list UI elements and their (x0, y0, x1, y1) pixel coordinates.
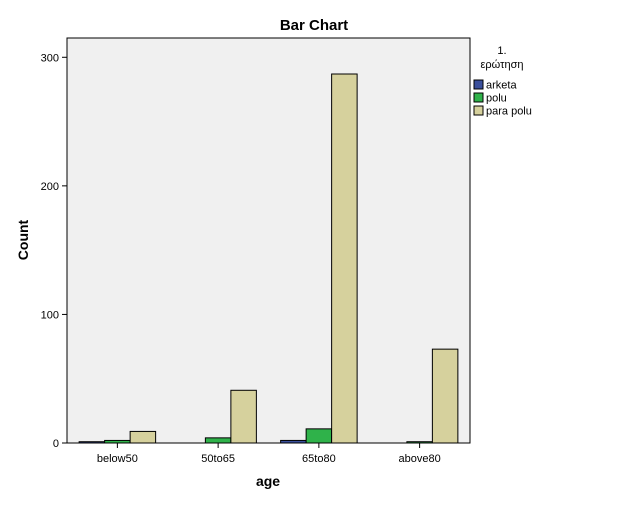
bar-above80-para-polu (431, 348, 459, 444)
legend-swatch-arketa (473, 79, 484, 90)
x-axis: below50 50to65 65to80 above80 (97, 443, 441, 465)
bar-below50-para-polu (129, 430, 157, 444)
legend-swatch-para-polu (473, 105, 484, 116)
bars-group (78, 73, 459, 444)
y-tick-label: 300 (41, 52, 59, 64)
bar-50to65-para-polu (230, 389, 257, 444)
y-tick-label: 100 (41, 309, 59, 321)
bar-above80-polu (406, 441, 433, 444)
x-tick-label-50to65: 50to65 (201, 453, 235, 465)
legend-label-arketa: arketa (486, 80, 517, 92)
bar-65to80-arketa (280, 439, 307, 444)
legend-title-line-2: ερώτηση (481, 59, 524, 71)
legend-swatch-polu (473, 92, 484, 103)
y-axis: 0 100 200 300 (41, 52, 67, 450)
y-tick-label: 200 (41, 181, 59, 193)
bar-50to65-polu (204, 437, 232, 444)
bar-below50-polu (104, 439, 131, 444)
x-tick-label-65to80: 65to80 (302, 453, 336, 465)
legend-title-line-1: 1. (497, 45, 506, 57)
legend-label-polu: polu (486, 93, 507, 105)
y-tick-label: 0 (53, 438, 59, 450)
chart-title: Bar Chart (280, 17, 348, 34)
bar-65to80-polu (305, 428, 333, 444)
y-axis-title: Count (15, 219, 31, 260)
x-axis-title: age (256, 473, 280, 489)
x-tick-label-above80: above80 (399, 453, 441, 465)
legend-label-para-polu: para polu (486, 106, 532, 118)
bar-65to80-para-polu (331, 73, 358, 444)
bar-below50-arketa (78, 441, 106, 444)
plot-area (66, 37, 471, 444)
x-tick-label-below50: below50 (97, 453, 138, 465)
